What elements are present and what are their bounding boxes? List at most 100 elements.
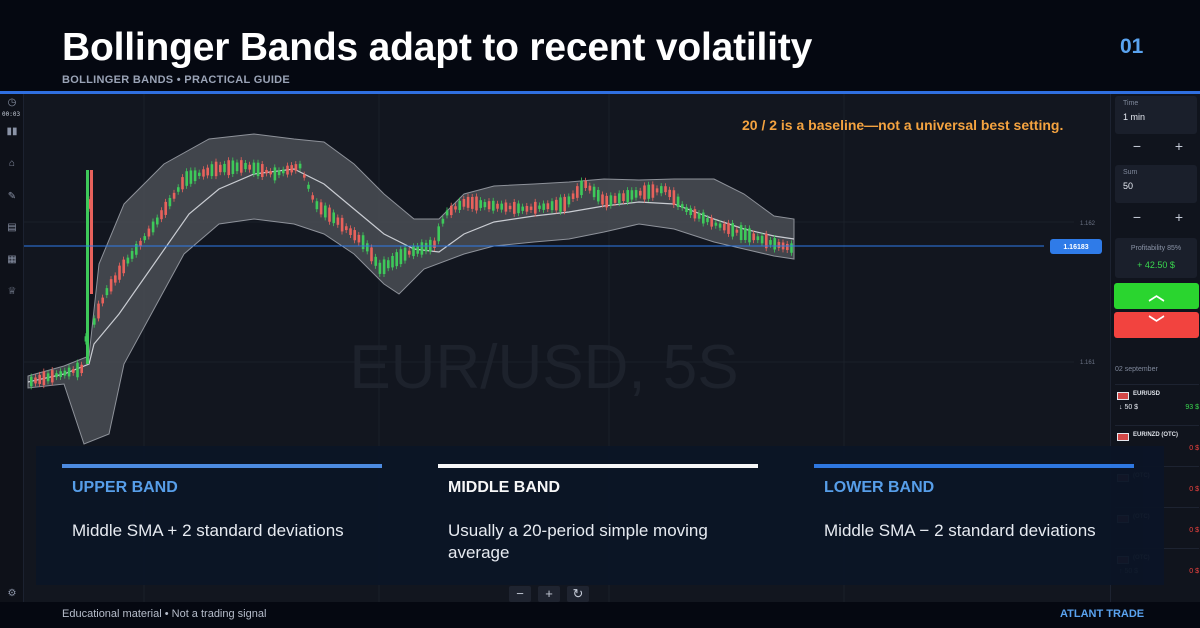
flag-icon: [1117, 392, 1129, 400]
price-tick-label: 1.162: [1080, 221, 1096, 227]
left-toolbar: ◷ 00:03 ▮▮ ⌂ ✎ ▤ ▦ ♕ ⚙: [0, 94, 24, 602]
candle-body: [349, 228, 352, 235]
candle-body: [382, 259, 386, 275]
time-selector[interactable]: Time 1 min: [1115, 96, 1197, 134]
trophy-icon[interactable]: ♕: [7, 286, 17, 297]
sum-decrease-button[interactable]: −: [1132, 209, 1142, 225]
candle-body: [336, 217, 340, 225]
candle-body: [773, 238, 776, 250]
candle-body: [235, 162, 239, 172]
sum-increase-button[interactable]: +: [1174, 209, 1184, 225]
candle-body: [424, 242, 428, 252]
candle-body: [592, 186, 596, 198]
candle-body: [151, 221, 155, 233]
candle-body: [605, 195, 608, 208]
reset-zoom-button[interactable]: ↻: [567, 586, 589, 602]
candle-body: [412, 246, 415, 257]
candle-body: [168, 197, 172, 207]
orders-icon[interactable]: ▤: [7, 222, 17, 233]
candle-body: [508, 205, 512, 210]
candle-body: [760, 235, 764, 244]
candle-body: [143, 236, 146, 241]
candle-body: [59, 371, 62, 378]
candle-body: [500, 203, 503, 210]
candle-body: [277, 170, 281, 176]
trade-history-item[interactable]: EUR/USD ↓ 50 $ 93 $: [1115, 384, 1199, 418]
candle-body: [672, 190, 676, 205]
candle-body: [584, 180, 587, 188]
sum-stepper: − +: [1115, 207, 1197, 227]
candle-body: [193, 170, 197, 182]
call-up-button[interactable]: ︿: [1114, 283, 1199, 309]
candle-body: [130, 251, 134, 259]
timer-icon[interactable]: ◷: [7, 97, 17, 108]
candle-body: [223, 163, 226, 173]
candle-body: [664, 186, 667, 193]
candle-body: [256, 162, 260, 177]
candle-body: [332, 212, 335, 224]
candle-body: [706, 218, 709, 223]
candle-body: [513, 201, 516, 214]
candle-body: [492, 200, 495, 211]
candle-body: [710, 217, 713, 227]
zoom-out-button[interactable]: −: [509, 586, 531, 602]
trade-history-item[interactable]: EUR/NZD (OTC) 0 $: [1115, 425, 1199, 459]
card-body: Usually a 20-period simple moving averag…: [448, 521, 708, 562]
candle-body: [777, 241, 781, 248]
card-title: UPPER BAND: [72, 479, 178, 496]
candle-body: [261, 164, 264, 178]
band-definitions: UPPER BAND Middle SMA + 2 standard devia…: [36, 446, 1164, 585]
slide-number: 01: [1120, 35, 1144, 58]
candle-body: [231, 160, 235, 174]
candle-body: [521, 206, 524, 211]
candle-body: [752, 233, 755, 241]
sum-label: Sum: [1123, 169, 1138, 176]
put-down-button[interactable]: ﹀: [1114, 312, 1199, 338]
candle-body: [483, 202, 487, 208]
trade-amount: ↓ 50 $: [1119, 404, 1139, 411]
clock-readout: 00:03: [2, 111, 21, 118]
candle-body: [93, 318, 96, 325]
chart-type-icon[interactable]: ▮▮: [6, 126, 18, 137]
candle-body: [454, 206, 457, 210]
candle-body: [744, 227, 747, 241]
candle-body: [450, 205, 453, 216]
sum-input[interactable]: Sum 50: [1115, 165, 1197, 203]
candle-body: [361, 235, 365, 250]
candle-body: [214, 161, 218, 177]
candle-body: [294, 164, 298, 171]
chart-watermark: EUR/USD, 5S: [349, 333, 738, 402]
drawing-icon[interactable]: ✎: [7, 191, 17, 202]
settings-icon[interactable]: ⚙: [7, 588, 17, 599]
candle-body: [177, 187, 180, 192]
time-value: 1 min: [1123, 112, 1146, 122]
candle-body: [765, 233, 768, 249]
candle-body: [408, 250, 411, 255]
slide-title: Bollinger Bands adapt to recent volatili…: [62, 26, 813, 69]
candle-body: [643, 185, 646, 200]
candle-body: [38, 374, 41, 384]
candle-body: [567, 196, 571, 205]
zoom-in-button[interactable]: +: [538, 586, 560, 602]
candle-body: [622, 193, 625, 201]
candle-body: [345, 226, 348, 231]
upper-band-card: UPPER BAND Middle SMA + 2 standard devia…: [62, 464, 382, 574]
candle-body: [290, 165, 293, 173]
trade-profit: 0 $: [1189, 568, 1199, 575]
time-increase-button[interactable]: +: [1174, 138, 1184, 154]
candle-body: [471, 196, 474, 209]
card-title: MIDDLE BAND: [448, 479, 560, 496]
candle-body: [139, 240, 142, 247]
card-body: Middle SMA − 2 standard deviations: [824, 521, 1096, 540]
home-icon[interactable]: ⌂: [8, 158, 16, 169]
candle-body: [702, 212, 705, 224]
time-decrease-button[interactable]: −: [1132, 138, 1142, 154]
candle-body: [756, 236, 760, 241]
candle-body: [109, 279, 113, 292]
calendar-icon[interactable]: ▦: [7, 254, 17, 265]
candle-body: [475, 196, 478, 211]
candle-body: [101, 297, 104, 304]
candle-body: [739, 225, 743, 241]
candle-body: [273, 167, 277, 181]
profitability-value: + 42.50 $: [1137, 260, 1175, 270]
